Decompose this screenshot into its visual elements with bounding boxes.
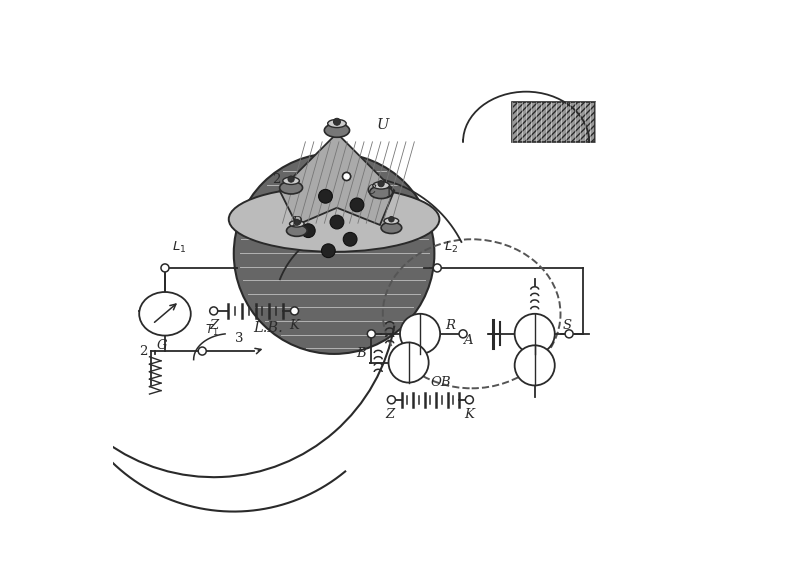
Circle shape: [294, 219, 299, 225]
Circle shape: [387, 396, 395, 404]
Circle shape: [198, 347, 206, 355]
Circle shape: [459, 330, 467, 338]
Ellipse shape: [370, 186, 393, 199]
Circle shape: [302, 224, 315, 237]
Ellipse shape: [328, 119, 346, 127]
Text: K: K: [465, 408, 474, 420]
Circle shape: [343, 232, 357, 246]
Circle shape: [334, 118, 341, 125]
Circle shape: [466, 396, 474, 404]
Circle shape: [330, 215, 344, 229]
Ellipse shape: [290, 221, 304, 227]
Text: B: B: [356, 347, 366, 361]
Circle shape: [161, 264, 169, 272]
Text: C: C: [366, 184, 376, 197]
Ellipse shape: [229, 187, 439, 252]
Circle shape: [234, 153, 434, 354]
Circle shape: [514, 346, 554, 385]
Polygon shape: [280, 133, 394, 225]
Circle shape: [350, 198, 364, 212]
Text: 3: 3: [235, 332, 244, 345]
Ellipse shape: [286, 225, 307, 236]
Circle shape: [318, 190, 332, 203]
Circle shape: [389, 343, 429, 382]
Circle shape: [367, 330, 375, 338]
Text: L.B.: L.B.: [254, 321, 283, 335]
Ellipse shape: [139, 292, 190, 336]
Circle shape: [342, 172, 350, 180]
Circle shape: [434, 264, 442, 272]
Circle shape: [290, 307, 298, 315]
Circle shape: [288, 176, 294, 182]
Ellipse shape: [384, 218, 398, 224]
Circle shape: [389, 217, 394, 222]
Circle shape: [342, 172, 350, 180]
Circle shape: [565, 330, 573, 338]
Ellipse shape: [373, 182, 390, 189]
Text: S: S: [563, 319, 572, 332]
Circle shape: [322, 244, 335, 257]
Text: K: K: [290, 319, 299, 332]
Text: $T_1$: $T_1$: [205, 323, 218, 339]
Ellipse shape: [381, 222, 402, 233]
Text: Z: Z: [386, 408, 395, 420]
Text: U: U: [377, 118, 389, 132]
Text: 2: 2: [273, 173, 281, 185]
Ellipse shape: [324, 123, 350, 137]
Text: A: A: [463, 334, 473, 347]
Text: R: R: [446, 319, 455, 332]
Circle shape: [514, 314, 554, 354]
Text: OB: OB: [431, 376, 451, 389]
Bar: [512, 102, 595, 142]
Circle shape: [400, 314, 440, 354]
Ellipse shape: [280, 181, 302, 194]
Text: 1: 1: [384, 187, 393, 200]
Text: $L_1$: $L_1$: [172, 240, 186, 255]
Circle shape: [378, 180, 384, 187]
Text: 2: 2: [139, 344, 147, 358]
Text: D: D: [291, 215, 302, 229]
Text: Z: Z: [209, 319, 218, 332]
Text: $L_2$: $L_2$: [444, 240, 458, 255]
Circle shape: [210, 307, 218, 315]
Text: G: G: [157, 339, 167, 352]
Ellipse shape: [283, 177, 299, 184]
